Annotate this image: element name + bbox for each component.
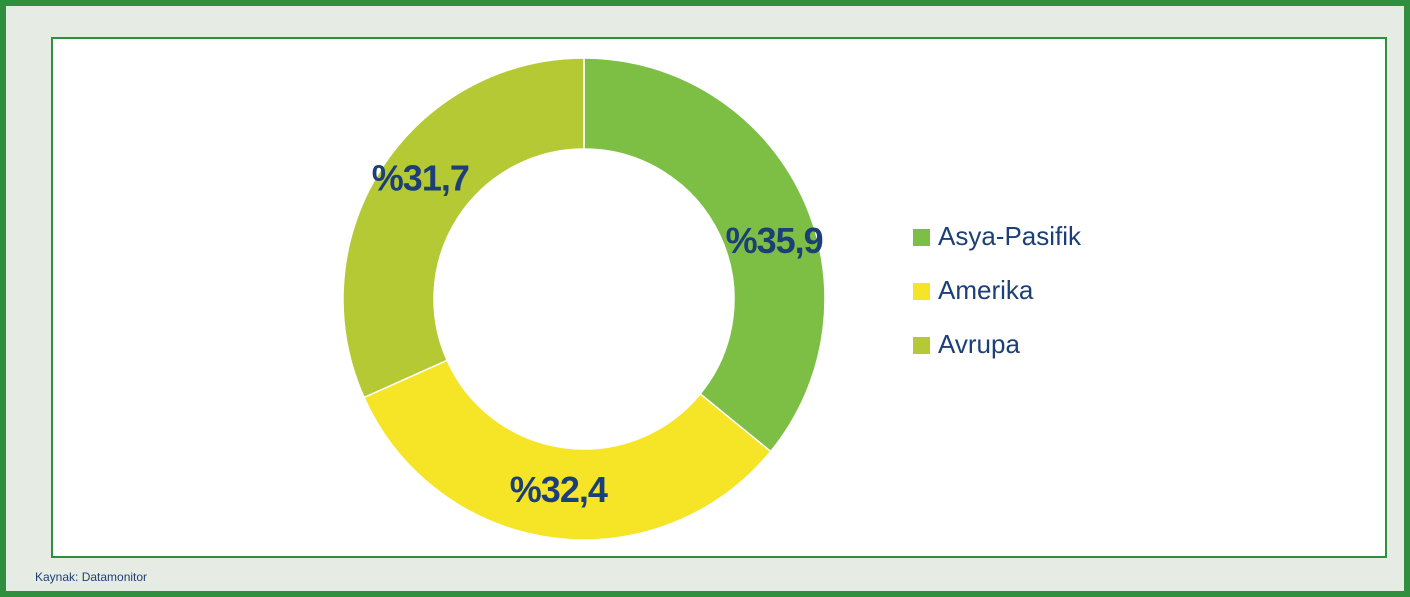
legend-label: Avrupa bbox=[938, 329, 1020, 359]
donut-slice bbox=[363, 359, 772, 541]
value-label: %35,9 bbox=[726, 220, 823, 261]
legend-label: Asya-Pasifik bbox=[938, 221, 1082, 251]
value-label: %32,4 bbox=[510, 469, 608, 510]
donut-slice bbox=[342, 57, 585, 399]
legend-swatch bbox=[913, 283, 930, 300]
legend-label: Amerika bbox=[938, 275, 1034, 305]
donut-slice bbox=[583, 57, 826, 453]
source: Kaynak: Datamonitor bbox=[35, 570, 147, 584]
legend-swatch bbox=[913, 229, 930, 246]
value-label: %31,7 bbox=[372, 157, 469, 198]
legend-swatch bbox=[913, 337, 930, 354]
